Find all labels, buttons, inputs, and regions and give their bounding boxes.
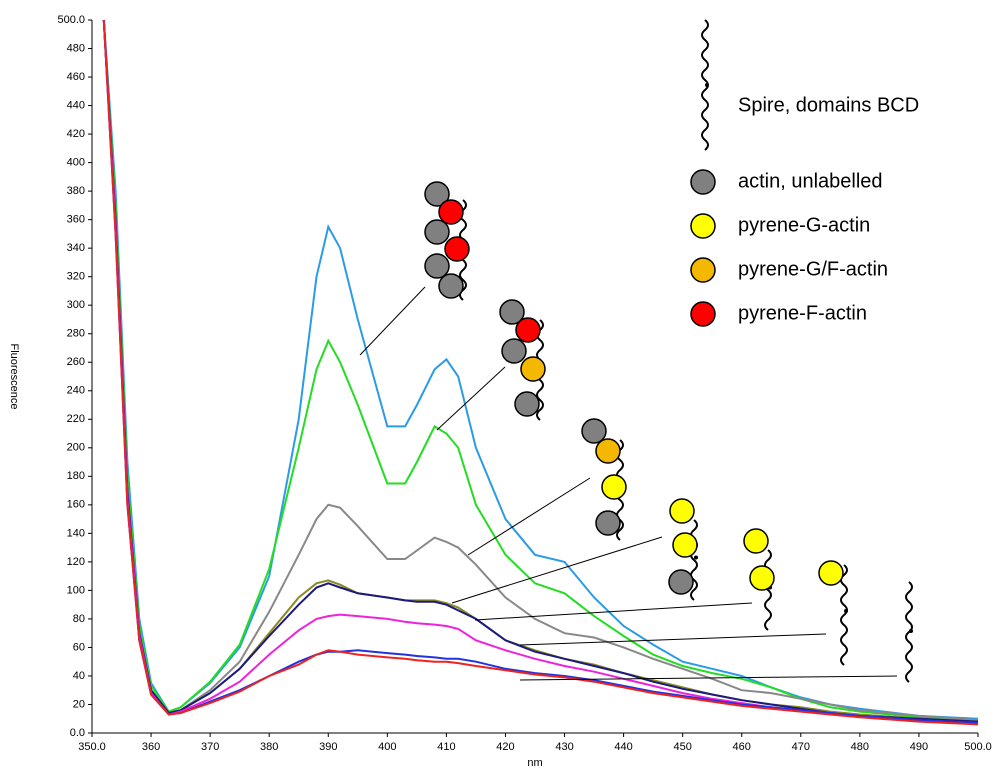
- legend-label: actin, unlabelled: [738, 170, 883, 192]
- leader-line: [437, 367, 505, 430]
- spire-icon: [841, 565, 847, 665]
- y-tick-label: 260: [67, 356, 85, 368]
- y-tick-label: 380: [67, 185, 85, 197]
- x-tick-label: 450: [673, 741, 691, 753]
- x-tick-label: 390: [319, 741, 337, 753]
- x-tick-label: 480: [851, 741, 869, 753]
- x-tick-label: 360: [142, 741, 160, 753]
- y-tick-label: 80: [73, 613, 85, 625]
- x-tick-label: 350.0: [78, 741, 106, 753]
- y-tick-label: 400: [67, 157, 85, 169]
- actin-icon: [502, 339, 526, 363]
- spire-dot: [694, 556, 698, 560]
- legend-label: pyrene-G-actin: [738, 214, 870, 236]
- y-axis-title: Fluorescence: [8, 343, 20, 409]
- actin-icon: [445, 237, 469, 261]
- y-tick-label: 240: [67, 385, 85, 397]
- actin-icon: [596, 511, 620, 535]
- y-tick-label: 0.0: [70, 727, 85, 739]
- y-tick-label: 20: [73, 698, 85, 710]
- leader-line: [468, 478, 590, 555]
- x-tick-label: 460: [733, 741, 751, 753]
- actin-icon: [670, 499, 694, 523]
- legend-swatch: [691, 302, 715, 326]
- x-tick-label: 420: [496, 741, 514, 753]
- leader-line: [452, 537, 662, 603]
- actin-icon: [819, 561, 843, 585]
- y-tick-label: 180: [67, 470, 85, 482]
- actin-icon: [439, 200, 463, 224]
- actin-icon: [596, 439, 620, 463]
- x-tick-label: 440: [614, 741, 632, 753]
- y-tick-label: 140: [67, 527, 85, 539]
- actin-icon: [425, 254, 449, 278]
- spire-dot: [844, 609, 848, 613]
- x-tick-label: 380: [260, 741, 278, 753]
- spire-dot: [909, 629, 913, 633]
- x-tick-label: 470: [792, 741, 810, 753]
- x-tick-label: 400: [378, 741, 396, 753]
- x-axis-title: nm: [527, 757, 542, 769]
- x-tick-label: 500.0: [964, 741, 992, 753]
- y-tick-label: 120: [67, 556, 85, 568]
- legend-label: Spire, domains BCD: [738, 94, 919, 116]
- y-tick-label: 480: [67, 42, 85, 54]
- y-tick-label: 440: [67, 99, 85, 111]
- chart: 0.0 20 40 60 80 100 120 140 160 180 200 220 240 260 28…: [0, 0, 995, 772]
- y-tick-label: 220: [67, 413, 85, 425]
- legend-swatch: [691, 214, 715, 238]
- y-tick-label: 280: [67, 328, 85, 340]
- actin-icon: [669, 570, 693, 594]
- y-tick-label: 500.0: [57, 14, 85, 26]
- y-tick-label: 300: [67, 299, 85, 311]
- actin-icon: [673, 533, 697, 557]
- actin-icon: [602, 475, 626, 499]
- actin-icon: [516, 318, 540, 342]
- y-tick-label: 60: [73, 641, 85, 653]
- x-tick-label: 430: [555, 741, 573, 753]
- x-tick-label: 490: [910, 741, 928, 753]
- legend-swatch: [691, 258, 715, 282]
- leader-line: [520, 634, 826, 645]
- y-tick-label: 200: [67, 442, 85, 454]
- legend-swatch: [691, 170, 715, 194]
- x-tick-label: 370: [201, 741, 219, 753]
- y-tick-label: 340: [67, 242, 85, 254]
- y-tick-label: 420: [67, 128, 85, 140]
- actin-icon: [515, 392, 539, 416]
- y-tick-label: 320: [67, 271, 85, 283]
- y-tick-label: 160: [67, 499, 85, 511]
- y-tick-label: 460: [67, 71, 85, 83]
- legend-label: pyrene-F-actin: [738, 302, 867, 324]
- y-tick-label: 100: [67, 584, 85, 596]
- x-tick-label: 410: [437, 741, 455, 753]
- leader-line: [360, 287, 425, 355]
- y-tick-label: 40: [73, 670, 85, 682]
- actin-icon: [439, 274, 463, 298]
- y-tick-label: 360: [67, 214, 85, 226]
- legend-label: pyrene-G/F-actin: [738, 258, 888, 280]
- spire-dot: [705, 83, 709, 87]
- actin-icon: [750, 566, 774, 590]
- actin-icon: [582, 419, 606, 443]
- actin-icon: [744, 529, 768, 553]
- actin-icon: [425, 220, 449, 244]
- actin-icon: [521, 357, 545, 381]
